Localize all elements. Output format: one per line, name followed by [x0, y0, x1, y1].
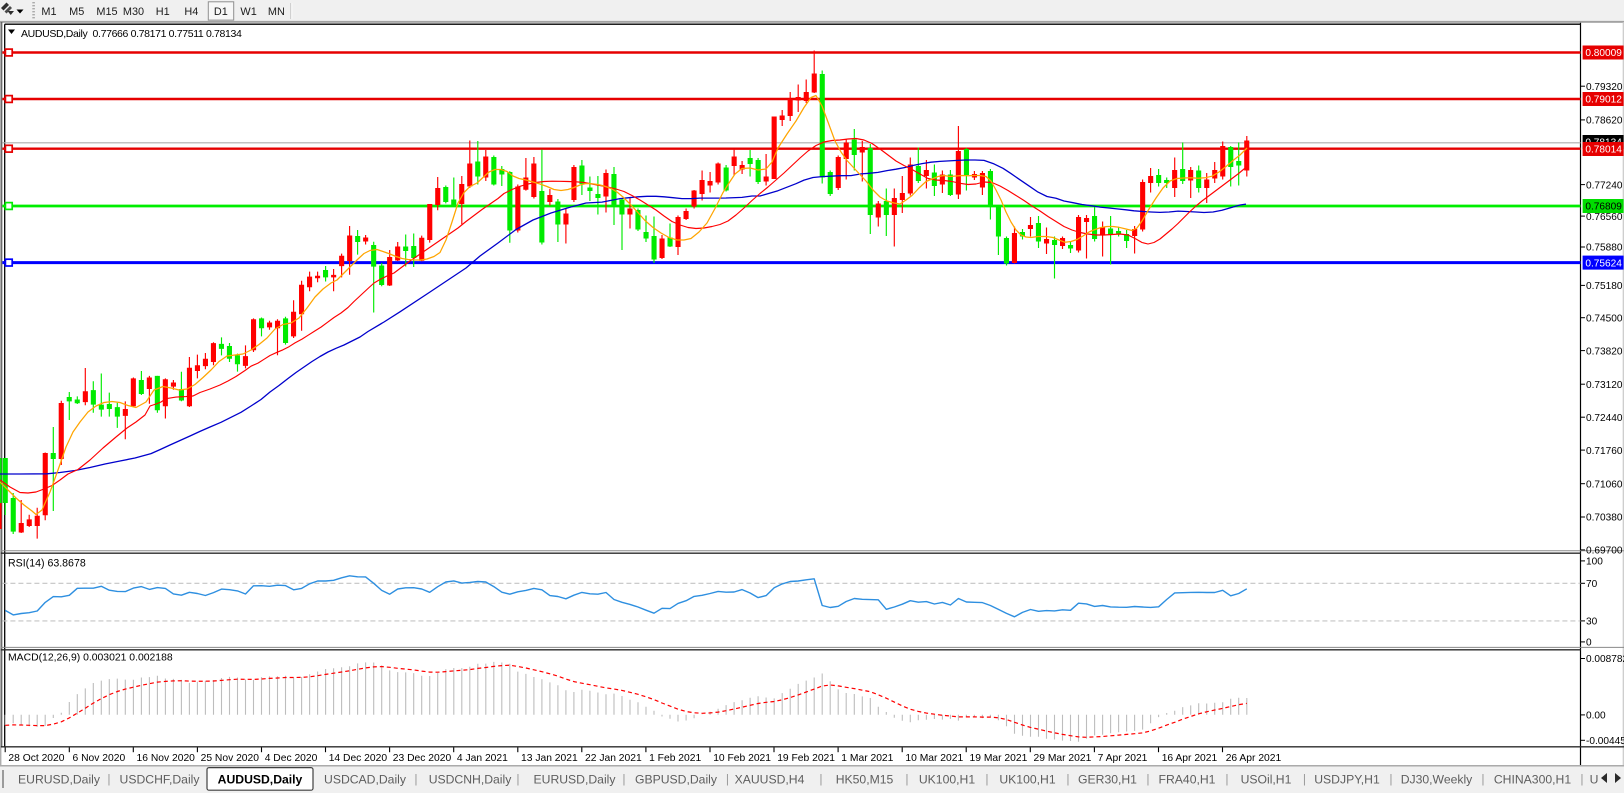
svg-text:26 Apr 2021: 26 Apr 2021: [1226, 753, 1282, 764]
svg-text:MACD(12,26,9) 0.003021 0.00218: MACD(12,26,9) 0.003021 0.002188: [8, 653, 173, 664]
svg-text:H1: H1: [156, 6, 170, 18]
svg-text:0.77240: 0.77240: [1586, 180, 1623, 191]
svg-text:1 Mar 2021: 1 Mar 2021: [841, 753, 893, 764]
svg-text:H4: H4: [184, 6, 198, 18]
svg-text:|: |: [1580, 772, 1583, 786]
svg-text:GER30,H1: GER30,H1: [1078, 773, 1137, 787]
svg-text:14 Dec 2020: 14 Dec 2020: [329, 753, 388, 764]
svg-text:D1: D1: [214, 6, 228, 18]
svg-text:29 Mar 2021: 29 Mar 2021: [1034, 753, 1092, 764]
svg-text:M5: M5: [69, 6, 84, 18]
svg-text:EURUSD,Daily: EURUSD,Daily: [534, 773, 617, 787]
svg-text:100: 100: [1586, 557, 1603, 568]
svg-text:M1: M1: [41, 6, 56, 18]
svg-text:|: |: [622, 772, 625, 786]
svg-text:DJ30,Weekly: DJ30,Weekly: [1401, 773, 1473, 787]
svg-text:0.78014: 0.78014: [1585, 145, 1622, 156]
svg-text:0.71760: 0.71760: [1586, 446, 1623, 457]
svg-text:MN: MN: [268, 6, 285, 18]
svg-text:0.76560: 0.76560: [1586, 212, 1623, 223]
svg-text:FRA40,H1: FRA40,H1: [1159, 773, 1216, 787]
svg-text:|: |: [1225, 772, 1228, 786]
svg-text:|: |: [1303, 772, 1306, 786]
svg-text:RSI(14) 63.8678: RSI(14) 63.8678: [8, 558, 86, 570]
svg-text:M30: M30: [123, 6, 144, 18]
svg-text:|: |: [107, 772, 110, 786]
svg-text:13 Jan 2021: 13 Jan 2021: [521, 753, 578, 764]
svg-text:|: |: [819, 772, 822, 786]
svg-text:10 Feb 2021: 10 Feb 2021: [713, 753, 771, 764]
svg-text:|: |: [516, 772, 519, 786]
svg-text:UK100,H1: UK100,H1: [999, 773, 1055, 787]
svg-text:0.75180: 0.75180: [1586, 281, 1623, 292]
svg-text:0.73120: 0.73120: [1586, 380, 1623, 391]
svg-text:|: |: [1146, 772, 1149, 786]
svg-text:M15: M15: [96, 6, 117, 18]
svg-text:AUDUSD,Daily 0.77666 0.78171: AUDUSD,Daily 0.77666 0.78171 0.77511 0.7…: [21, 28, 242, 40]
svg-text:0.008782: 0.008782: [1586, 654, 1624, 665]
svg-text:25 Nov 2020: 25 Nov 2020: [201, 753, 260, 764]
svg-text:|: |: [905, 772, 908, 786]
svg-text:USDCHF,Daily: USDCHF,Daily: [120, 773, 201, 787]
svg-text:0: 0: [1586, 638, 1592, 649]
svg-text:CHINA300,H1: CHINA300,H1: [1494, 773, 1571, 787]
svg-text:0.00: 0.00: [1586, 711, 1606, 722]
svg-text:16 Apr 2021: 16 Apr 2021: [1162, 753, 1218, 764]
svg-text:GBPUSD,Daily: GBPUSD,Daily: [635, 773, 718, 787]
svg-text:0.70380: 0.70380: [1586, 513, 1623, 524]
svg-text:1 Feb 2021: 1 Feb 2021: [649, 753, 701, 764]
svg-text:|: |: [1389, 772, 1392, 786]
svg-text:19 Feb 2021: 19 Feb 2021: [777, 753, 835, 764]
svg-text:|: |: [726, 772, 729, 786]
svg-text:0.76809: 0.76809: [1585, 202, 1622, 213]
svg-text:-0.004451: -0.004451: [1586, 736, 1624, 747]
svg-text:USDCNH,Daily: USDCNH,Daily: [429, 773, 513, 787]
svg-text:|: |: [1481, 772, 1484, 786]
svg-text:|: |: [414, 772, 417, 786]
svg-text:16 Nov 2020: 16 Nov 2020: [137, 753, 196, 764]
svg-text:USOil,H1: USOil,H1: [1241, 773, 1292, 787]
svg-text:0.75880: 0.75880: [1586, 243, 1623, 254]
svg-text:0.74500: 0.74500: [1586, 313, 1623, 324]
svg-text:AUDUSD,Daily: AUDUSD,Daily: [218, 773, 303, 787]
svg-text:0.79012: 0.79012: [1585, 95, 1622, 106]
svg-text:70: 70: [1586, 579, 1598, 590]
svg-text:UK100,H1: UK100,H1: [919, 773, 975, 787]
svg-text:6 Nov 2020: 6 Nov 2020: [73, 753, 126, 764]
svg-text:10 Mar 2021: 10 Mar 2021: [905, 753, 963, 764]
svg-text:0.69700: 0.69700: [1586, 546, 1623, 557]
svg-text:4 Dec 2020: 4 Dec 2020: [265, 753, 318, 764]
svg-text:|: |: [1066, 772, 1069, 786]
svg-text:0.71060: 0.71060: [1586, 479, 1623, 490]
svg-text:28 Oct 2020: 28 Oct 2020: [8, 753, 64, 764]
svg-text:0.73820: 0.73820: [1586, 346, 1623, 357]
svg-text:HK50,M15: HK50,M15: [836, 773, 894, 787]
svg-text:USDJPY,H1: USDJPY,H1: [1314, 773, 1380, 787]
svg-text:0.78620: 0.78620: [1586, 116, 1623, 127]
svg-text:30: 30: [1586, 617, 1598, 628]
svg-text:USDCAD,Daily: USDCAD,Daily: [324, 773, 407, 787]
svg-text:U: U: [1590, 773, 1599, 787]
svg-text:|: |: [985, 772, 988, 786]
svg-text:0.75624: 0.75624: [1585, 258, 1622, 269]
svg-text:19 Mar 2021: 19 Mar 2021: [970, 753, 1028, 764]
svg-text:4 Jan 2021: 4 Jan 2021: [457, 753, 508, 764]
svg-text:EURUSD,Daily: EURUSD,Daily: [18, 773, 101, 787]
svg-text:23 Dec 2020: 23 Dec 2020: [393, 753, 452, 764]
svg-text:0.79320: 0.79320: [1586, 82, 1623, 93]
svg-text:7 Apr 2021: 7 Apr 2021: [1098, 753, 1148, 764]
svg-text:22 Jan 2021: 22 Jan 2021: [585, 753, 642, 764]
svg-text:0.80009: 0.80009: [1585, 48, 1622, 59]
svg-text:W1: W1: [240, 6, 256, 18]
svg-text:XAUUSD,H4: XAUUSD,H4: [735, 773, 805, 787]
svg-text:0.72440: 0.72440: [1586, 413, 1623, 424]
